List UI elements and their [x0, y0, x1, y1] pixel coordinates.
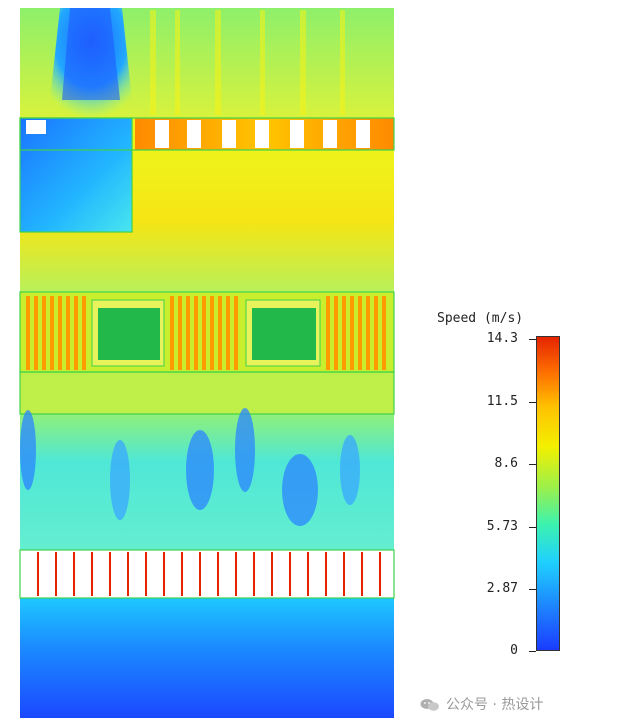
legend-tick-min: 0 [510, 643, 518, 658]
watermark-text: 公众号 · 热设计 [446, 697, 544, 713]
tick-mark [529, 464, 536, 465]
legend-tick: 5.73 [486, 519, 518, 534]
wechat-icon [420, 699, 439, 711]
color-scale-bar [536, 336, 560, 651]
velocity-contour-plot [19, 8, 395, 718]
legend-title: Speed (m/s) [437, 311, 524, 326]
tick-mark [529, 402, 536, 403]
legend-tick: 11.5 [486, 394, 518, 409]
tick-mark [529, 339, 536, 340]
legend-tick: 8.6 [494, 456, 518, 471]
tick-mark [529, 651, 536, 652]
legend-tick-max: 14.3 [486, 331, 518, 346]
tick-mark [529, 527, 536, 528]
watermark: 公众号 · 热设计 [420, 694, 543, 714]
legend-tick: 2.87 [486, 581, 518, 596]
tick-mark [529, 589, 536, 590]
